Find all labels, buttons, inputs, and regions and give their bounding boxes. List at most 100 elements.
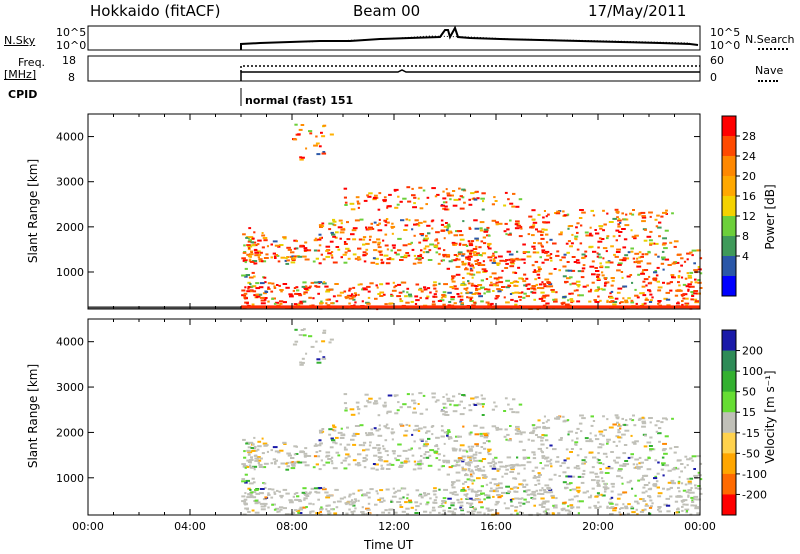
range-cell xyxy=(662,211,667,214)
range-cell xyxy=(504,267,509,269)
range-cell xyxy=(251,237,255,240)
range-cell xyxy=(343,496,347,499)
range-cell xyxy=(554,298,558,301)
range-cell xyxy=(254,459,259,462)
range-cell xyxy=(533,242,536,244)
range-cell xyxy=(515,205,520,208)
range-cell xyxy=(418,186,423,189)
range-cell xyxy=(514,477,518,480)
range-cell xyxy=(473,459,478,462)
range-cell xyxy=(544,251,548,254)
range-cell xyxy=(534,484,538,486)
range-cell xyxy=(506,433,510,436)
range-cell xyxy=(241,478,246,481)
range-cell xyxy=(566,419,570,422)
range-cell xyxy=(397,237,402,240)
range-cell xyxy=(307,492,311,495)
range-cell xyxy=(308,502,312,505)
range-cell xyxy=(377,447,382,450)
range-cell xyxy=(509,232,512,235)
range-cell xyxy=(597,501,600,504)
range-cell xyxy=(298,512,303,514)
range-cell xyxy=(511,411,516,414)
range-cell xyxy=(444,501,447,504)
range-cell xyxy=(260,302,266,305)
range-cell xyxy=(532,476,537,479)
range-cell xyxy=(521,278,525,280)
range-cell xyxy=(694,281,698,284)
range-cell xyxy=(446,459,450,462)
range-cell xyxy=(560,231,563,234)
range-cell xyxy=(346,443,351,446)
range-cell xyxy=(467,280,470,283)
range-cell xyxy=(525,277,529,280)
range-cell xyxy=(347,249,351,252)
range-cell xyxy=(510,258,513,261)
range-cell xyxy=(479,432,483,435)
range-cell xyxy=(541,251,545,254)
range-cell xyxy=(344,201,348,204)
range-cell xyxy=(514,303,518,306)
range-cell xyxy=(614,208,619,211)
range-cell xyxy=(505,262,509,265)
range-cell xyxy=(590,415,594,418)
range-cell xyxy=(510,262,515,265)
range-cell xyxy=(254,248,258,251)
range-cell xyxy=(435,457,439,460)
range-cell xyxy=(370,222,373,225)
range-cell xyxy=(521,512,524,514)
range-cell xyxy=(539,493,545,495)
range-cell xyxy=(567,240,571,243)
range-cell xyxy=(244,275,248,278)
range-cell xyxy=(469,267,473,270)
range-cell xyxy=(319,507,324,510)
range-cell xyxy=(475,252,480,255)
range-cell xyxy=(603,483,607,485)
range-cell xyxy=(605,281,610,284)
range-cell xyxy=(425,456,430,459)
range-cell xyxy=(487,451,490,454)
range-cell xyxy=(259,502,265,505)
range-cell xyxy=(514,284,519,287)
range-cell xyxy=(445,255,450,258)
range-cell xyxy=(426,430,431,433)
range-cell xyxy=(606,237,609,240)
colorbar-frame xyxy=(721,329,737,516)
range-cell xyxy=(242,233,246,236)
range-cell xyxy=(470,249,474,252)
range-cell xyxy=(263,504,267,507)
range-cell xyxy=(485,301,490,304)
range-cell xyxy=(404,295,408,298)
range-cell xyxy=(361,300,364,303)
range-cell xyxy=(259,251,263,254)
range-cell xyxy=(519,226,523,229)
range-cell xyxy=(632,257,636,260)
range-cell xyxy=(317,498,320,501)
range-cell xyxy=(462,449,468,452)
range-cell xyxy=(254,454,258,457)
range-cell xyxy=(466,455,470,458)
range-cell xyxy=(552,448,557,451)
range-cell xyxy=(614,503,619,506)
range-cell xyxy=(642,280,646,283)
range-cell xyxy=(294,123,298,126)
range-cell xyxy=(315,451,319,454)
range-cell xyxy=(615,456,621,459)
range-cell xyxy=(346,426,349,429)
range-cell xyxy=(641,422,647,425)
range-cell xyxy=(560,437,563,439)
range-cell xyxy=(391,495,397,498)
range-cell xyxy=(631,281,634,284)
range-cell xyxy=(273,492,277,495)
range-cell xyxy=(648,211,653,214)
range-cell xyxy=(362,254,366,257)
range-cell xyxy=(596,458,599,461)
range-cell xyxy=(253,231,256,234)
range-cell xyxy=(446,194,452,197)
range-cell xyxy=(526,456,531,459)
range-cell xyxy=(331,251,334,253)
range-cell xyxy=(443,225,448,228)
range-cell xyxy=(686,252,691,255)
range-cell xyxy=(479,227,483,230)
nsearch-legend-line xyxy=(758,48,788,50)
